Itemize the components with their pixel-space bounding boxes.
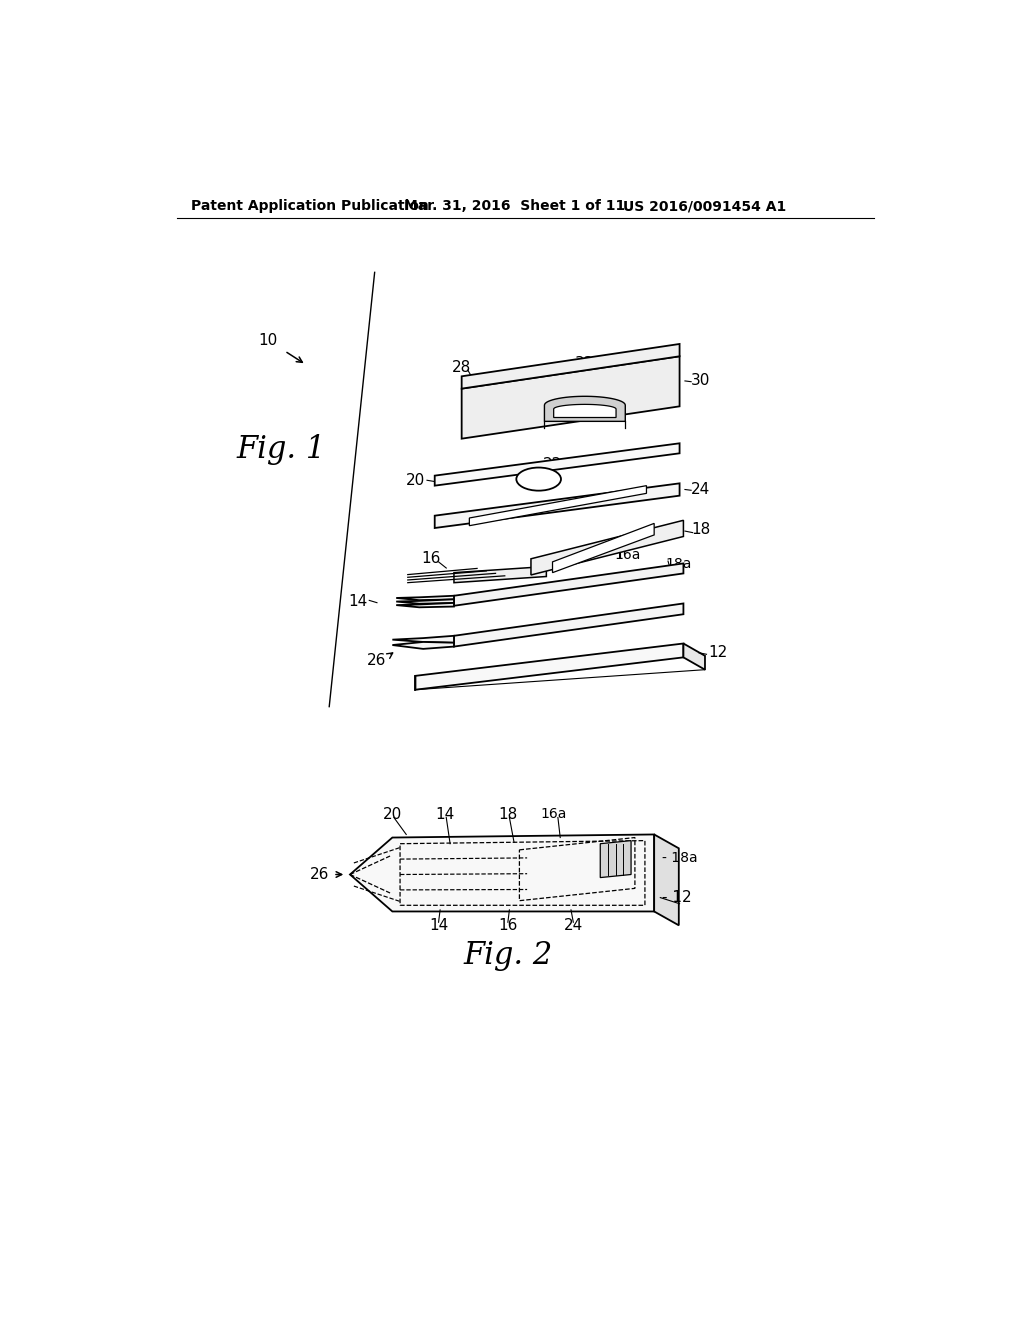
Polygon shape — [683, 644, 705, 669]
Text: 14: 14 — [348, 594, 368, 610]
Polygon shape — [654, 834, 679, 925]
Polygon shape — [554, 404, 616, 417]
Text: Mar. 31, 2016  Sheet 1 of 11: Mar. 31, 2016 Sheet 1 of 11 — [403, 199, 626, 213]
Polygon shape — [392, 642, 454, 649]
Text: 18: 18 — [691, 521, 711, 537]
Text: 18: 18 — [499, 807, 517, 822]
Text: Patent Application Publication: Patent Application Publication — [190, 199, 428, 213]
Polygon shape — [469, 486, 646, 525]
Text: 28: 28 — [452, 359, 471, 375]
Text: 12: 12 — [708, 645, 727, 660]
Polygon shape — [435, 444, 680, 486]
Text: Fig. 1: Fig. 1 — [237, 434, 326, 465]
Polygon shape — [531, 520, 683, 576]
Text: Fig. 2: Fig. 2 — [463, 940, 553, 970]
Text: - 18a: - 18a — [662, 850, 697, 865]
Text: US 2016/0091454 A1: US 2016/0091454 A1 — [624, 199, 786, 213]
Text: 10: 10 — [258, 334, 278, 348]
Text: 14: 14 — [435, 807, 455, 822]
Text: 16: 16 — [421, 552, 440, 566]
Text: 24: 24 — [691, 482, 711, 498]
Text: 16a: 16a — [614, 548, 640, 562]
Text: 20: 20 — [383, 807, 402, 822]
Polygon shape — [396, 599, 454, 603]
Text: 26: 26 — [368, 653, 387, 668]
Polygon shape — [553, 524, 654, 573]
Text: 30: 30 — [691, 374, 711, 388]
Text: - 12: - 12 — [662, 890, 691, 906]
Text: 32: 32 — [575, 356, 595, 371]
Text: 26: 26 — [310, 867, 330, 882]
Text: 24: 24 — [563, 917, 583, 933]
Polygon shape — [600, 841, 631, 878]
Text: 16a: 16a — [541, 808, 567, 821]
Polygon shape — [462, 356, 680, 438]
Polygon shape — [454, 566, 547, 582]
Polygon shape — [396, 603, 454, 607]
Ellipse shape — [516, 467, 561, 491]
Text: 20: 20 — [407, 473, 425, 488]
Text: 18a: 18a — [666, 557, 692, 572]
Polygon shape — [396, 595, 454, 601]
Polygon shape — [545, 396, 626, 421]
Polygon shape — [454, 603, 683, 647]
Polygon shape — [462, 345, 680, 388]
Polygon shape — [350, 834, 654, 911]
Polygon shape — [435, 483, 680, 528]
Text: 14: 14 — [429, 917, 449, 933]
Polygon shape — [416, 644, 683, 689]
Text: 16: 16 — [498, 917, 517, 933]
Polygon shape — [392, 636, 454, 643]
Text: 22: 22 — [543, 457, 562, 471]
Polygon shape — [454, 564, 683, 606]
